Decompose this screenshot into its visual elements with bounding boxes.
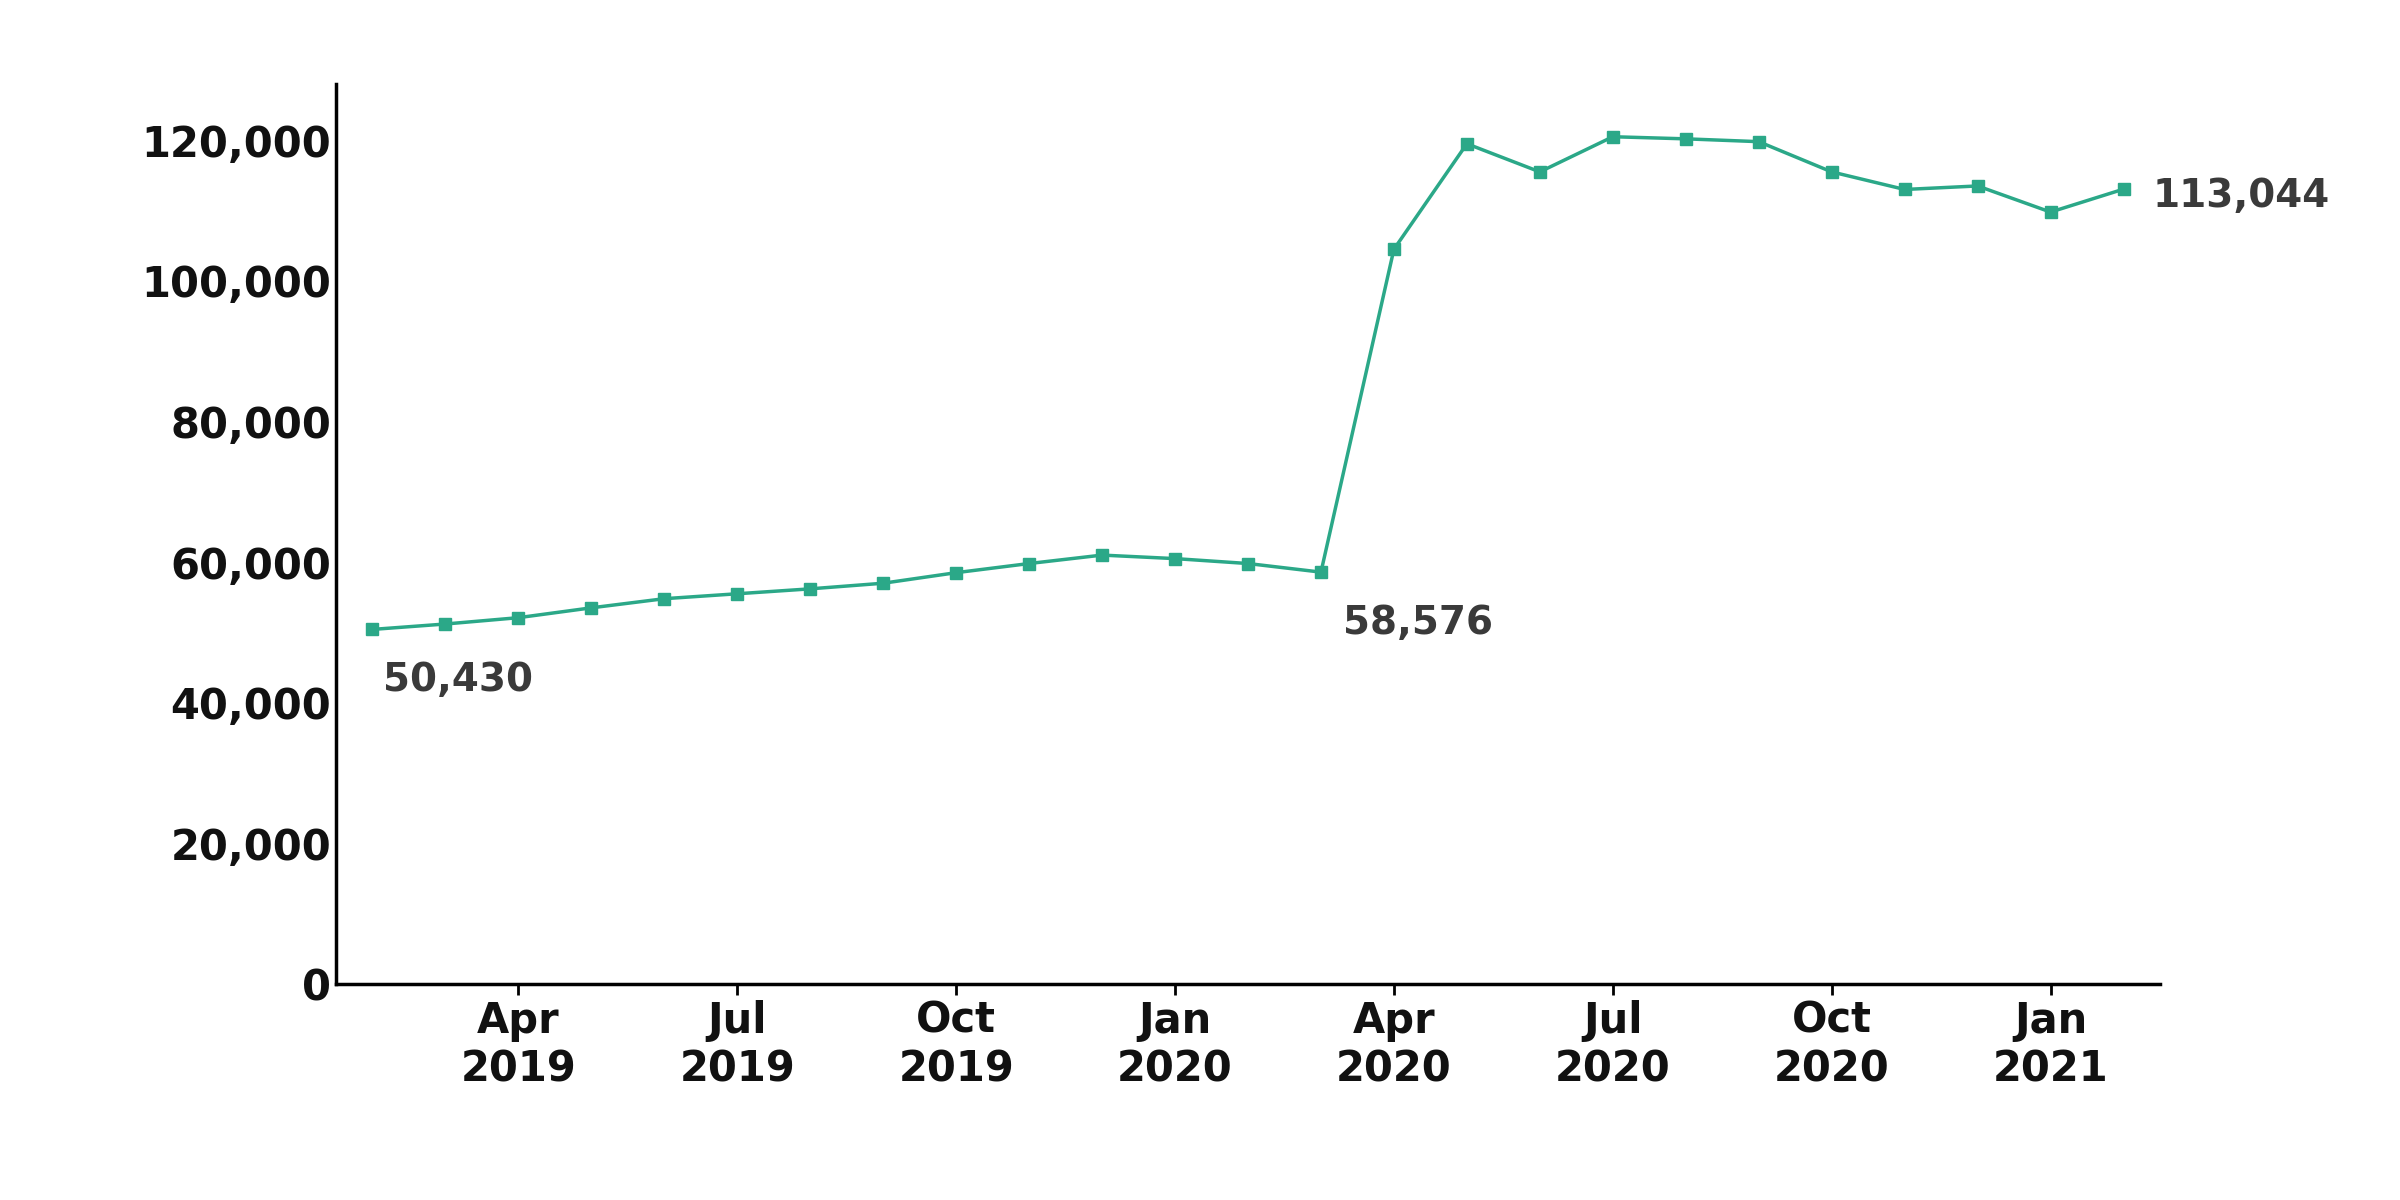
Text: 50,430: 50,430 xyxy=(384,661,533,700)
Text: 113,044: 113,044 xyxy=(2153,178,2330,215)
Text: 58,576: 58,576 xyxy=(1344,604,1493,642)
